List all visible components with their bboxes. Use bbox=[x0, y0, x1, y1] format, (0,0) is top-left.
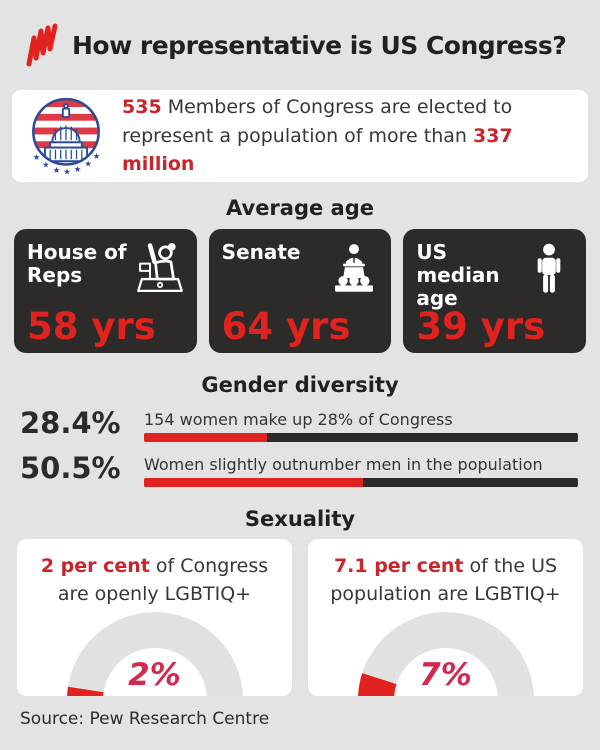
us-capitol-icon: ★ ★ ★ ★ ★ ★ ★ bbox=[32, 97, 101, 175]
sexuality-card-text: 2 per cent of Congress are openly LGBTIQ… bbox=[29, 553, 280, 608]
gender-heading: Gender diversity bbox=[201, 373, 399, 397]
age-value: 39 yrs bbox=[416, 305, 546, 348]
svg-text:★: ★ bbox=[33, 152, 41, 162]
sbs-logo-icon bbox=[26, 23, 58, 67]
sexuality-lead: 7.1 per cent bbox=[333, 555, 464, 577]
gender-row-congress: 28.4% 154 women make up 28% of Congress bbox=[20, 406, 578, 442]
age-card-label: US median age bbox=[416, 240, 500, 310]
half-donut-gauge-chart bbox=[357, 612, 534, 696]
gender-bar-fill bbox=[144, 433, 268, 442]
sexuality-card-congress: 2 per cent of Congress are openly LGBTIQ… bbox=[17, 539, 292, 696]
age-card-label: House of Reps bbox=[27, 240, 127, 287]
page-title: How representative is US Congress? bbox=[72, 30, 567, 60]
gender-pct: 50.5% bbox=[20, 451, 121, 485]
intro-text-middle: Members of Congress are elected to repre… bbox=[122, 96, 513, 147]
age-card-house: House of Reps 58 yrs bbox=[14, 229, 197, 353]
age-card-label: Senate bbox=[221, 240, 301, 264]
svg-text:★: ★ bbox=[93, 151, 101, 161]
sexuality-heading: Sexuality bbox=[244, 507, 356, 531]
intro-card: ★ ★ ★ ★ ★ ★ ★ 535 Members of Congress ar… bbox=[12, 90, 588, 182]
gauge-population: 7% bbox=[326, 604, 566, 696]
header: How representative is US Congress? bbox=[0, 0, 600, 68]
sexuality-rest: of the US population are LGBTIQ+ bbox=[330, 555, 561, 605]
half-donut-gauge-chart bbox=[66, 612, 243, 696]
sexuality-card-text: 7.1 per cent of the US population are LG… bbox=[320, 553, 571, 608]
standing-person-icon bbox=[537, 243, 561, 293]
gender-pct: 28.4% bbox=[20, 406, 121, 440]
age-value: 58 yrs bbox=[27, 305, 156, 348]
gauge-value-label: 7% bbox=[419, 657, 472, 693]
gender-bar-label: 154 women make up 28% of Congress bbox=[144, 410, 453, 429]
sexuality-lead: 2 per cent bbox=[40, 555, 150, 577]
svg-text:★: ★ bbox=[42, 160, 50, 170]
svg-text:★: ★ bbox=[74, 164, 82, 174]
gender-bar-fill bbox=[144, 478, 364, 487]
age-card-senate: Senate 64 yrs bbox=[208, 229, 392, 353]
person-raising-hand-icon bbox=[136, 243, 183, 292]
sexuality-cards: 2 per cent of Congress are openly LGBTIQ… bbox=[0, 539, 600, 696]
sexuality-card-population: 7.1 per cent of the US population are LG… bbox=[308, 539, 583, 696]
source-credit: Source: Pew Research Centre bbox=[20, 709, 270, 729]
gauge-congress: 2% bbox=[35, 604, 275, 696]
gender-rows: 28.4% 154 women make up 28% of Congress … bbox=[0, 406, 600, 487]
average-age-cards: House of Reps 58 yrs Senate bbox=[0, 229, 600, 353]
congress-count: 535 bbox=[122, 96, 162, 119]
svg-text:★: ★ bbox=[63, 166, 71, 175]
age-card-us-median: US median age 39 yrs bbox=[403, 229, 587, 353]
gender-row-population: 50.5% Women slightly outnumber men in th… bbox=[20, 451, 578, 487]
sexuality-rest: of Congress are openly LGBTIQ+ bbox=[57, 555, 269, 605]
svg-text:★: ★ bbox=[84, 159, 92, 169]
svg-text:★: ★ bbox=[53, 165, 61, 175]
population-count: 337 million bbox=[122, 124, 513, 176]
gender-bar-label: Women slightly outnumber men in the popu… bbox=[144, 455, 543, 474]
speaker-at-podium-icon bbox=[335, 244, 374, 292]
gender-bar bbox=[144, 478, 578, 487]
age-value: 64 yrs bbox=[221, 305, 351, 348]
intro-text: 535 Members of Congress are elected to r… bbox=[122, 93, 572, 179]
average-age-heading: Average age bbox=[226, 196, 374, 220]
gauge-value-label: 2% bbox=[128, 657, 181, 693]
gender-bar bbox=[144, 433, 578, 442]
